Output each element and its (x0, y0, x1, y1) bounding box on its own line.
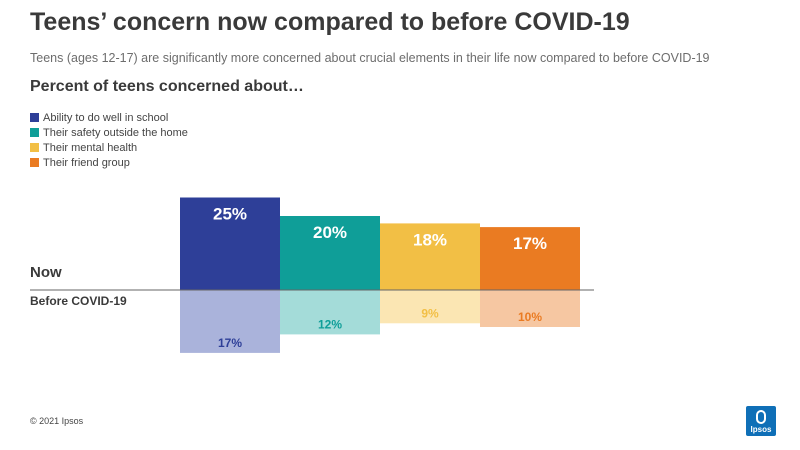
legend-swatch-mental-health (30, 143, 39, 152)
bar-before-school (180, 290, 280, 353)
data-label-now-school: 25% (213, 205, 247, 224)
legend-swatch-friend-group (30, 158, 39, 167)
bar-before-friend-group (480, 290, 580, 327)
legend-item-mental-health: Their mental health (30, 140, 188, 155)
data-label-before-safety: 12% (318, 317, 342, 331)
ipsos-logo-mark (756, 410, 766, 424)
bar-now-mental-health (380, 223, 480, 290)
bar-now-school (180, 197, 280, 290)
data-label-now-safety: 20% (313, 223, 347, 242)
page-subtitle: Teens (ages 12-17) are significantly mor… (30, 51, 710, 65)
chart-title: Percent of teens concerned about… (30, 78, 304, 95)
data-label-before-friend-group: 10% (518, 310, 542, 324)
legend-item-school: Ability to do well in school (30, 110, 188, 125)
bar-now-safety (280, 216, 380, 290)
bar-before-mental-health (380, 290, 480, 324)
series-label-before: Before COVID-19 (30, 294, 127, 308)
data-label-now-mental-health: 18% (413, 230, 447, 249)
ipsos-logo-text: Ipsos (750, 425, 772, 434)
legend-label-mental-health: Their mental health (43, 141, 138, 154)
data-label-before-mental-health: 9% (421, 306, 439, 320)
legend-item-friend-group: Their friend group (30, 155, 188, 170)
legend-label-school: Ability to do well in school (43, 111, 169, 124)
bar-now-friend-group (480, 227, 580, 290)
data-label-before-school: 17% (218, 336, 242, 350)
series-label-now: Now (30, 264, 62, 281)
legend-label-friend-group: Their friend group (43, 156, 130, 169)
legend-item-safety: Their safety outside the home (30, 125, 188, 140)
data-label-now-friend-group: 17% (513, 234, 547, 253)
legend-swatch-school (30, 113, 39, 122)
chart-legend: Ability to do well in school Their safet… (30, 110, 188, 170)
copyright-text: © 2021 Ipsos (30, 416, 84, 426)
bar-before-safety (280, 290, 380, 335)
legend-swatch-safety (30, 128, 39, 137)
legend-label-safety: Their safety outside the home (43, 126, 188, 139)
page-title: Teens’ concern now compared to before CO… (30, 8, 630, 36)
ipsos-logo: Ipsos (746, 406, 776, 436)
